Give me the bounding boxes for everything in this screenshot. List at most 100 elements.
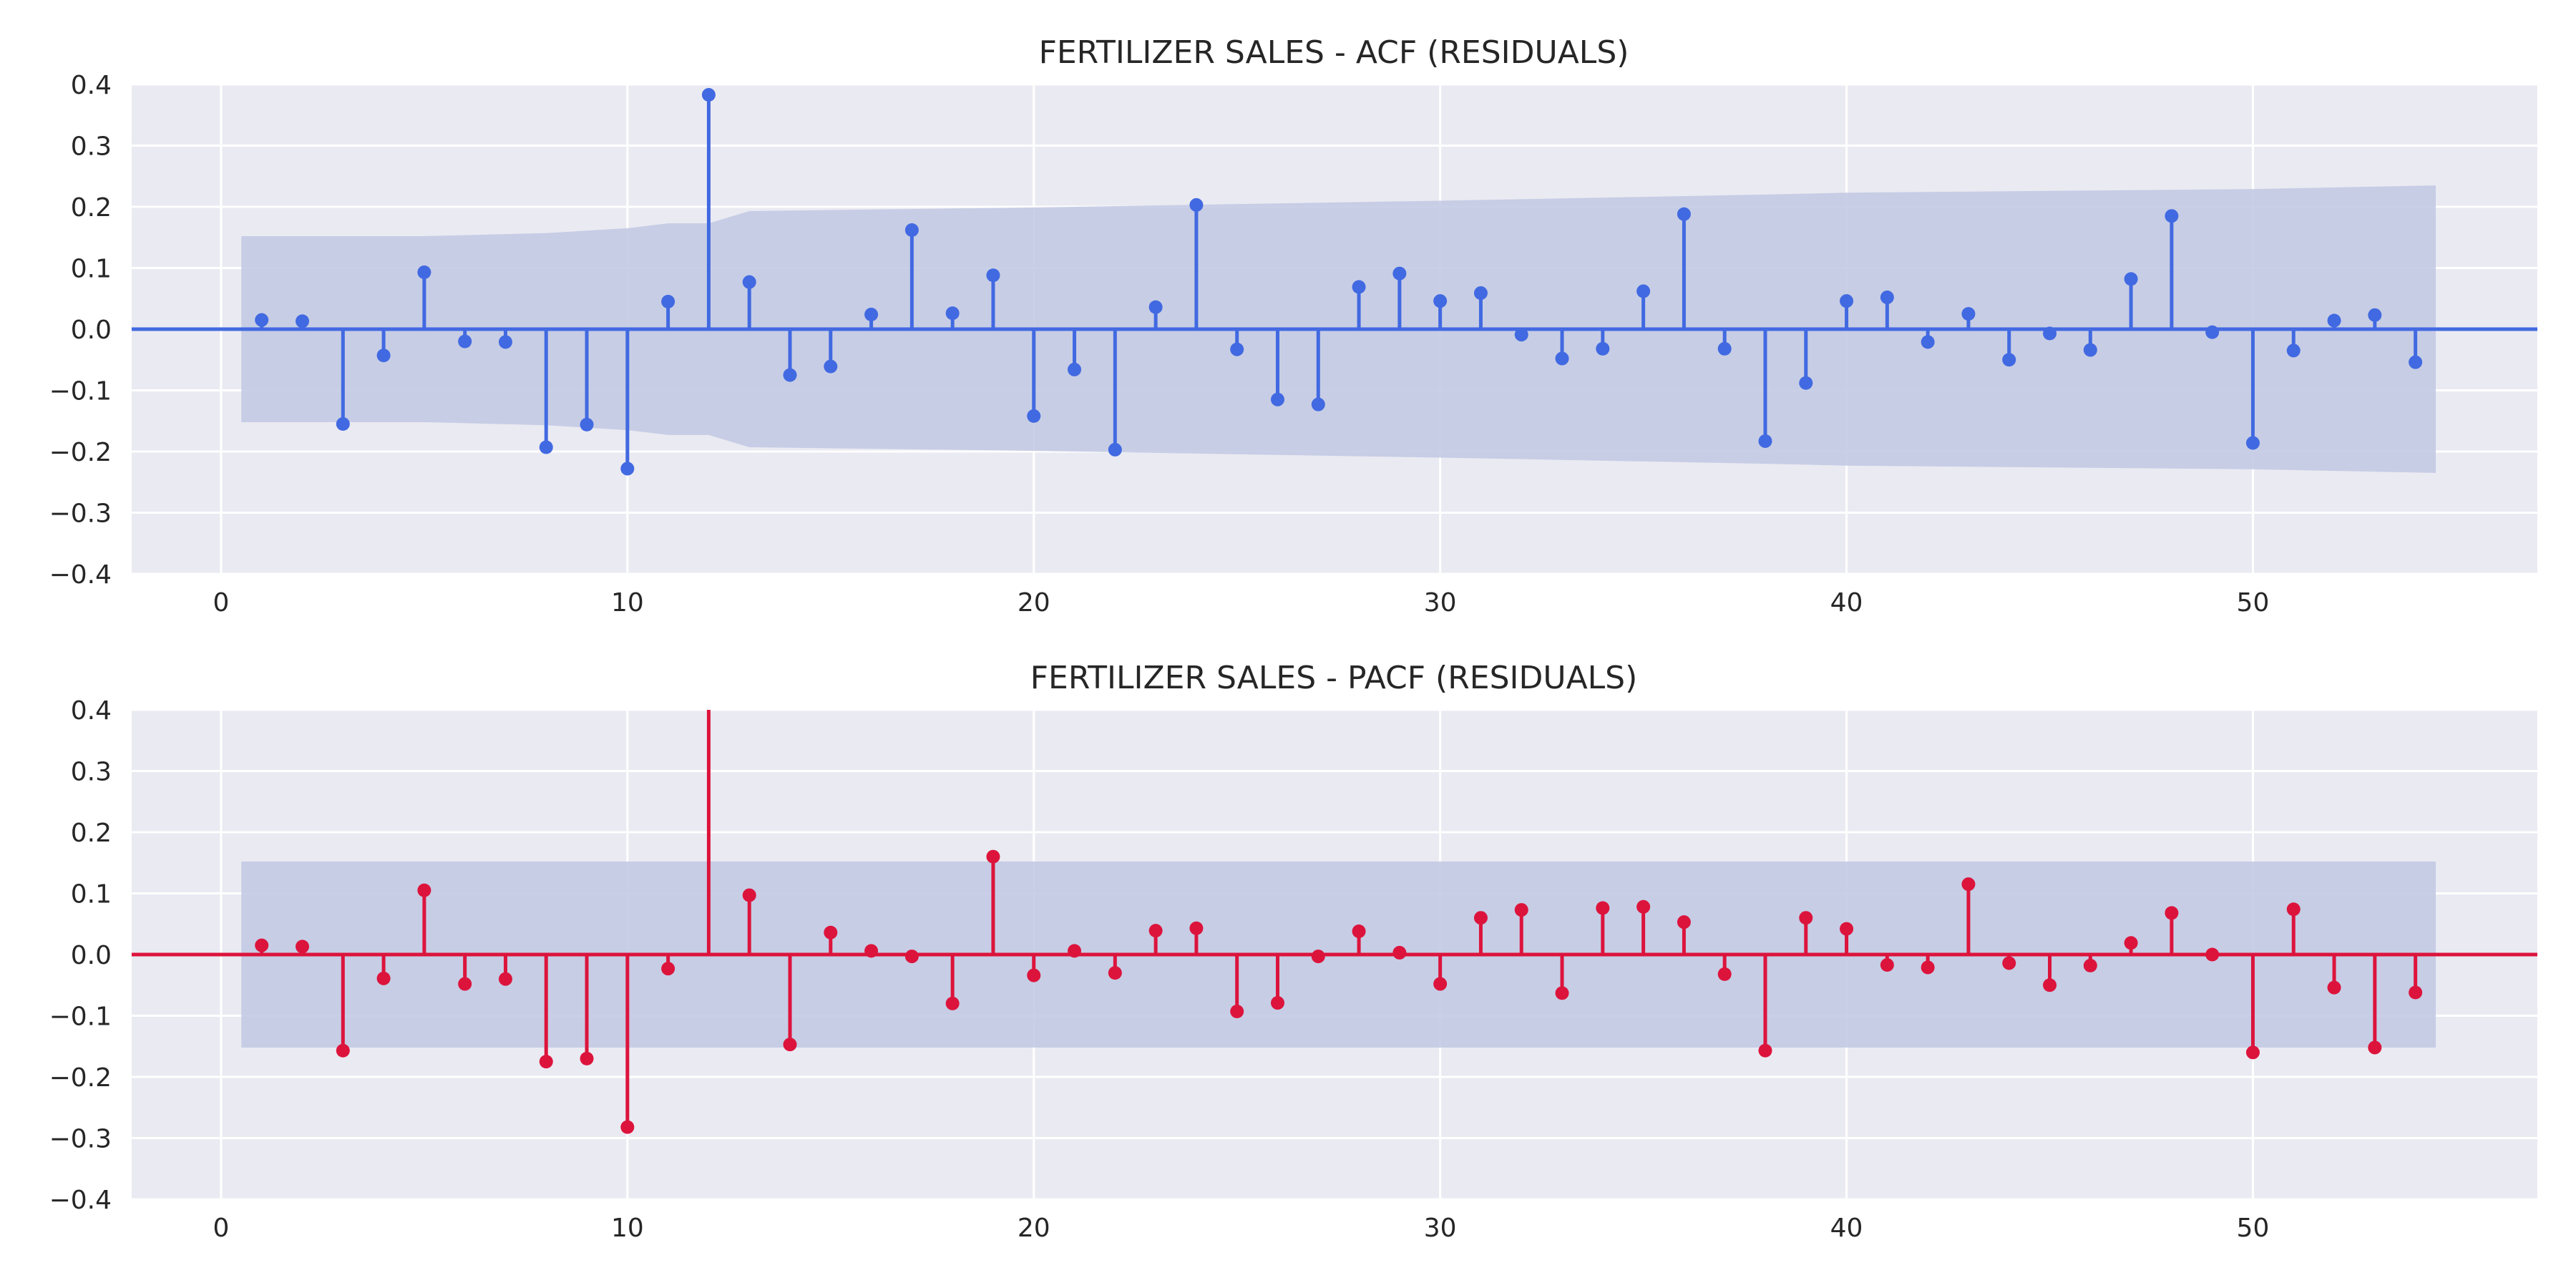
pacf-ytick-label: −0.2 (49, 1063, 112, 1093)
acf-marker-lag-17 (904, 223, 919, 237)
acf-stems (255, 88, 2423, 476)
acf-marker-lag-9 (580, 417, 594, 431)
pacf-marker-lag-34 (1596, 901, 1610, 915)
pacf-ytick-label: 0.1 (71, 880, 112, 909)
pacf-marker-lag-52 (2327, 980, 2341, 995)
acf-marker-lag-8 (539, 440, 553, 454)
acf-ytick-label: 0.2 (71, 193, 112, 223)
pacf-marker-lag-29 (1392, 945, 1407, 960)
acf-marker-lag-21 (1068, 362, 1082, 376)
pacf-marker-lag-18 (945, 996, 960, 1010)
acf-xtick-label: 30 (1424, 588, 1457, 618)
acf-marker-lag-29 (1392, 266, 1407, 280)
acf-marker-lag-44 (2002, 353, 2016, 367)
pacf-marker-lag-1 (255, 938, 269, 952)
acf-marker-lag-2 (296, 314, 310, 328)
pacf-marker-lag-14 (783, 1038, 797, 1052)
pacf-marker-lag-25 (1230, 1005, 1244, 1019)
acf-marker-lag-20 (1027, 409, 1041, 423)
acf-xtick-label: 50 (2237, 588, 2270, 618)
acf-marker-lag-4 (376, 348, 391, 363)
pacf-marker-lag-11 (661, 962, 675, 976)
acf-xtick-label: 10 (611, 588, 644, 618)
acf-marker-lag-37 (1717, 341, 1732, 356)
pacf-marker-lag-43 (1961, 877, 1976, 892)
pacf-marker-lag-13 (742, 888, 756, 902)
acf-marker-lag-33 (1555, 351, 1569, 366)
acf-ytick-label: 0.3 (71, 132, 112, 162)
pacf-marker-lag-40 (1840, 922, 1854, 936)
pacf-xtick-label: 20 (1018, 1214, 1050, 1243)
acf-marker-lag-28 (1352, 280, 1366, 294)
acf-marker-lag-36 (1677, 207, 1691, 221)
acf-marker-lag-27 (1311, 397, 1325, 411)
acf-ytick-label: 0.4 (71, 71, 112, 100)
acf-ytick-label: −0.3 (49, 499, 112, 529)
acf-marker-lag-5 (417, 265, 431, 279)
pacf-marker-lag-39 (1799, 911, 1813, 925)
acf-ytick-label: −0.4 (49, 560, 112, 590)
pacf-marker-lag-54 (2409, 985, 2423, 1000)
pacf-ytick-label: −0.4 (49, 1186, 112, 1215)
pacf-marker-lag-10 (620, 1120, 635, 1134)
pacf-ytick-label: 0.3 (71, 758, 112, 787)
acf-marker-lag-39 (1799, 376, 1813, 390)
pacf-marker-lag-15 (824, 925, 838, 940)
pacf-marker-lag-47 (2124, 936, 2138, 950)
acf-marker-lag-54 (2409, 355, 2423, 369)
acf-marker-lag-46 (2083, 343, 2097, 357)
acf-chart: −0.4 −0.3 −0.2 −0.1 0.0 0.1 0.2 0.3 0.4 0 10 20 30 40… (49, 34, 2537, 618)
pacf-marker-lag-37 (1717, 967, 1732, 981)
acf-marker-lag-53 (2368, 308, 2382, 322)
acf-marker-lag-12 (701, 88, 716, 102)
pacf-marker-lag-51 (2286, 902, 2301, 917)
acf-marker-lag-32 (1514, 328, 1528, 342)
acf-marker-lag-47 (2124, 272, 2138, 286)
pacf-stems (255, 691, 2423, 1134)
pacf-title: FERTILIZER SALES - PACF (RESIDUALS) (1030, 660, 1638, 696)
acf-marker-lag-31 (1473, 286, 1488, 301)
acf-marker-lag-18 (945, 306, 960, 321)
acf-marker-lag-14 (783, 368, 797, 382)
acf-marker-lag-34 (1596, 341, 1610, 356)
pacf-xtick-label: 0 (213, 1214, 229, 1243)
pacf-marker-lag-8 (539, 1055, 553, 1069)
pacf-marker-lag-41 (1880, 958, 1894, 972)
pacf-marker-lag-22 (1108, 966, 1122, 980)
acf-marker-lag-43 (1961, 307, 1976, 321)
acf-marker-lag-7 (498, 335, 512, 349)
acf-marker-lag-10 (620, 462, 635, 476)
pacf-marker-lag-38 (1758, 1043, 1772, 1058)
pacf-ytick-label: −0.3 (49, 1125, 112, 1154)
pacf-marker-lag-2 (296, 940, 310, 954)
acf-marker-lag-48 (2165, 209, 2179, 223)
pacf-marker-lag-7 (498, 972, 512, 986)
acf-marker-lag-11 (661, 295, 675, 309)
acf-ytick-label: −0.2 (49, 438, 112, 467)
pacf-marker-lag-9 (580, 1051, 594, 1065)
pacf-marker-lag-17 (904, 950, 919, 964)
acf-marker-lag-15 (824, 359, 838, 374)
pacf-ytick-label: −0.1 (49, 1002, 112, 1032)
pacf-marker-lag-42 (1921, 960, 1935, 975)
pacf-xtick-label: 10 (611, 1214, 644, 1243)
pacf-marker-lag-48 (2165, 906, 2179, 920)
acf-marker-lag-50 (2245, 436, 2260, 450)
pacf-marker-lag-45 (2043, 978, 2057, 992)
pacf-xtick-label: 50 (2237, 1214, 2270, 1243)
acf-xtick-label: 20 (1018, 588, 1050, 618)
pacf-marker-lag-12 (702, 691, 716, 704)
pacf-marker-lag-50 (2245, 1045, 2260, 1060)
pacf-marker-lag-23 (1148, 924, 1163, 938)
pacf-marker-lag-19 (986, 849, 1000, 864)
acf-marker-lag-35 (1636, 284, 1651, 298)
pacf-ytick-label: 0.0 (71, 941, 112, 970)
acf-marker-lag-19 (986, 268, 1000, 283)
pacf-ytick-label: 0.2 (71, 819, 112, 848)
acf-xtick-label: 0 (213, 588, 229, 618)
pacf-marker-lag-5 (417, 883, 431, 897)
pacf-marker-lag-28 (1352, 924, 1366, 939)
pacf-xtick-label: 40 (1830, 1214, 1863, 1243)
pacf-marker-lag-3 (336, 1043, 350, 1058)
